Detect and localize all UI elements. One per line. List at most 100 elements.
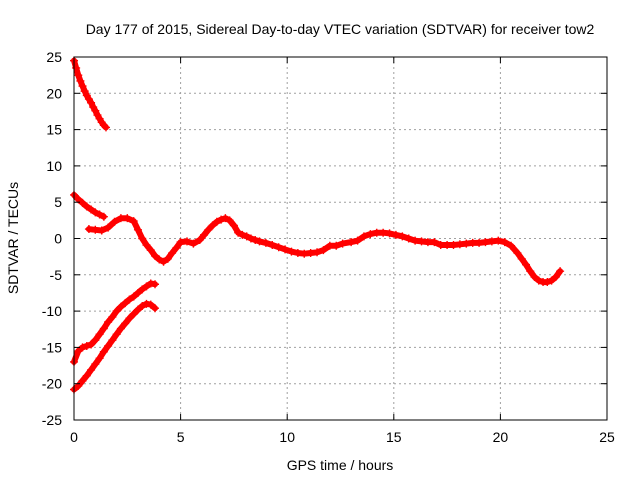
x-axis-label: GPS time / hours <box>287 457 394 473</box>
series-line <box>71 280 158 365</box>
data-point <box>234 228 243 237</box>
data-point <box>74 347 83 356</box>
data-point <box>99 324 108 333</box>
data-point <box>543 278 552 287</box>
x-tick-label: 20 <box>493 429 509 445</box>
data-point <box>385 229 394 238</box>
data-point <box>366 230 375 239</box>
data-point <box>82 202 91 211</box>
data-point <box>108 312 117 321</box>
data-point <box>104 341 113 350</box>
data-point <box>204 225 213 234</box>
x-tick-label: 0 <box>70 429 78 445</box>
data-point <box>142 299 151 308</box>
data-point <box>404 234 413 243</box>
data-point <box>151 251 160 260</box>
data-point <box>274 243 283 252</box>
data-point <box>108 336 117 345</box>
data-point <box>391 230 400 239</box>
data-point <box>507 241 516 250</box>
data-point <box>208 221 217 230</box>
data-point <box>99 347 108 356</box>
data-point <box>319 246 328 255</box>
data-point <box>138 302 147 311</box>
data-point <box>306 249 315 258</box>
data-point <box>449 241 458 250</box>
data-point <box>121 299 130 308</box>
y-tick-label: -25 <box>42 412 62 428</box>
data-point <box>379 228 388 237</box>
grid <box>74 57 607 420</box>
data-point <box>547 276 556 285</box>
data-point <box>313 248 322 257</box>
data-point <box>123 214 132 223</box>
data-point <box>556 267 565 276</box>
data-point <box>221 214 230 223</box>
series-arc-3 <box>84 214 565 287</box>
data-point <box>155 255 164 264</box>
data-point <box>91 106 100 115</box>
data-point <box>151 280 160 289</box>
data-point <box>125 314 134 323</box>
data-point <box>82 341 91 350</box>
data-point <box>95 354 104 363</box>
data-point <box>116 324 125 333</box>
data-point <box>129 292 138 301</box>
data-point <box>95 330 104 339</box>
data-point <box>80 87 89 96</box>
data-point <box>534 276 543 285</box>
y-tick-label: 10 <box>46 158 62 174</box>
data-point <box>87 98 96 107</box>
data-point <box>87 340 96 349</box>
data-point <box>78 376 87 385</box>
data-point <box>261 238 270 247</box>
data-point <box>76 76 85 85</box>
data-point <box>530 272 539 281</box>
data-point <box>455 240 464 249</box>
data-point <box>91 336 100 345</box>
data-point <box>251 235 260 244</box>
data-point <box>242 232 251 241</box>
data-point <box>146 300 155 309</box>
data-point <box>189 239 198 248</box>
x-tick-label: 15 <box>386 429 402 445</box>
data-point <box>82 371 91 380</box>
y-tick-label: 5 <box>54 194 62 210</box>
y-tick-label: 0 <box>54 231 62 247</box>
data-point <box>517 254 526 263</box>
data-point <box>95 210 104 219</box>
y-axis-label: SDTVAR / TECUs <box>5 182 21 294</box>
data-point <box>268 241 277 250</box>
data-point <box>411 236 420 245</box>
data-point <box>332 241 341 250</box>
data-point <box>462 239 471 248</box>
y-tick-label: -10 <box>42 303 62 319</box>
data-point <box>72 63 81 72</box>
data-point <box>353 236 362 245</box>
series-line <box>71 57 109 131</box>
series-arc-2 <box>70 190 108 221</box>
data-point <box>281 245 290 254</box>
data-point <box>347 238 356 247</box>
data-point <box>110 217 119 226</box>
data-point <box>300 249 309 258</box>
data-point <box>430 238 439 247</box>
data-point <box>142 282 151 291</box>
series-arc-5 <box>70 299 160 394</box>
data-point <box>78 82 87 91</box>
chart-title: Day 177 of 2015, Sidereal Day-to-day VTE… <box>86 21 595 37</box>
y-tick-label: 20 <box>46 85 62 101</box>
data-point <box>146 246 155 255</box>
axes: 0 5 10 15 20 25 -25 -20 -15 -10 -5 0 5 10 15 20 25 <box>42 49 615 445</box>
data-point <box>172 243 181 252</box>
data-point <box>91 360 100 369</box>
data-point <box>146 279 155 288</box>
data-point <box>168 249 177 258</box>
data-point <box>125 295 134 304</box>
data-point <box>138 234 147 243</box>
data-point <box>116 302 125 311</box>
x-tick-label: 25 <box>599 429 615 445</box>
data-point <box>129 217 138 226</box>
